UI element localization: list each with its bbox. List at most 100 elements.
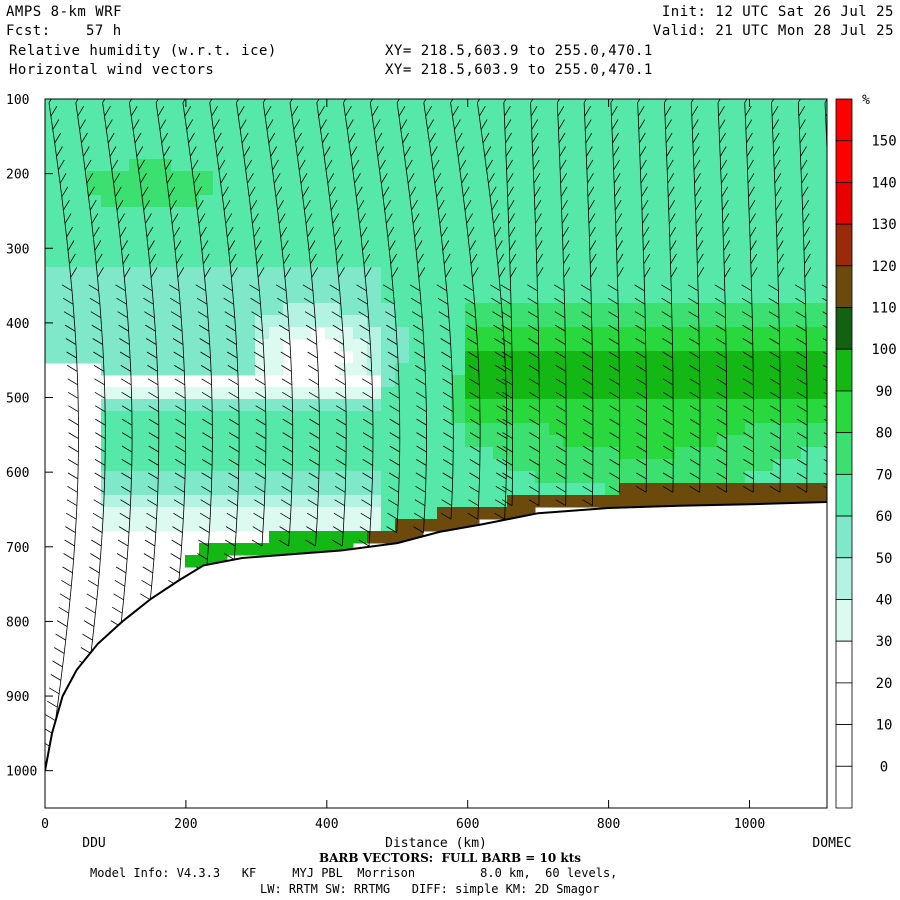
rh-cell (283, 447, 298, 460)
rh-cell (465, 123, 480, 136)
wind-barb-column (289, 99, 320, 547)
rh-cell (773, 291, 788, 304)
rh-cell (381, 159, 396, 172)
rh-cell (647, 423, 662, 436)
rh-cell (157, 243, 172, 256)
rh-cell (437, 423, 452, 436)
rh-cell (549, 183, 564, 196)
rh-cell (269, 423, 284, 436)
rh-cell (451, 387, 466, 400)
rh-cell (759, 483, 774, 496)
rh-cell (129, 519, 144, 532)
rh-cell (633, 495, 648, 508)
rh-cell (801, 111, 816, 124)
rh-cell (381, 315, 396, 328)
rh-cell (255, 123, 270, 136)
rh-cell (213, 471, 228, 484)
rh-cell (241, 519, 256, 532)
rh-cell (423, 399, 438, 412)
rh-cell (269, 399, 284, 412)
rh-cell (535, 159, 550, 172)
rh-cell (171, 471, 186, 484)
rh-cell (549, 135, 564, 148)
rh-cell (619, 195, 634, 208)
rh-cell (549, 327, 564, 340)
rh-cell (115, 231, 130, 244)
rh-cell (423, 279, 438, 292)
rh-cell (563, 495, 578, 508)
rh-cell (283, 543, 298, 556)
rh-cell (675, 183, 690, 196)
rh-cell (227, 447, 242, 460)
rh-cell (129, 471, 144, 484)
rh-cell (199, 123, 214, 136)
rh-cell (563, 387, 578, 400)
rh-cell (87, 195, 102, 208)
rh-cell (381, 375, 396, 388)
rh-cell (353, 111, 368, 124)
rh-cell (101, 291, 116, 304)
rh-cell (409, 519, 424, 532)
rh-cell (283, 147, 298, 160)
rh-cell (185, 195, 200, 208)
forecast-hour: 57 h (86, 23, 122, 39)
colorbar-label: 30 (876, 634, 893, 650)
rh-cell (731, 339, 746, 352)
wind-barb-column (129, 99, 160, 601)
rh-cell (241, 351, 256, 364)
rh-cell (535, 339, 550, 352)
rh-cell (311, 291, 326, 304)
rh-cell (115, 219, 130, 232)
rh-cell (703, 255, 718, 268)
rh-cell (647, 123, 662, 136)
rh-cell (297, 483, 312, 496)
rh-cell (129, 435, 144, 448)
rh-cell (423, 423, 438, 436)
rh-cell (479, 507, 494, 520)
rh-cell (549, 315, 564, 328)
rh-cell (199, 327, 214, 340)
rh-cell (297, 447, 312, 460)
rh-cell (143, 483, 158, 496)
rh-cell (381, 123, 396, 136)
rh-cell (675, 435, 690, 448)
rh-cell (535, 483, 550, 496)
rh-cell (479, 471, 494, 484)
rh-cell (101, 207, 116, 220)
rh-cell (143, 303, 158, 316)
rh-cell (143, 231, 158, 244)
rh-cell (787, 327, 802, 340)
colorbar-label: 100 (871, 342, 896, 358)
rh-cell (619, 483, 634, 496)
rh-cell (73, 291, 88, 304)
rh-cell (773, 111, 788, 124)
rh-cell (493, 207, 508, 220)
rh-cell (787, 423, 802, 436)
rh-cell (311, 507, 326, 520)
rh-cell (423, 123, 438, 136)
rh-cell (703, 171, 718, 184)
rh-cell (353, 507, 368, 520)
rh-cell (759, 159, 774, 172)
rh-cell (633, 411, 648, 424)
rh-cell (367, 183, 382, 196)
rh-cell (661, 159, 676, 172)
rh-cell (143, 159, 158, 172)
rh-cell (549, 435, 564, 448)
rh-cell (745, 231, 760, 244)
rh-cell (101, 183, 116, 196)
rh-cell (115, 351, 130, 364)
rh-cell (451, 195, 466, 208)
rh-cell (227, 255, 242, 268)
rh-cell (353, 207, 368, 220)
rh-cell (521, 459, 536, 472)
rh-cell (381, 351, 396, 364)
rh-cell (703, 483, 718, 496)
rh-cell (297, 519, 312, 532)
rh-cell (213, 459, 228, 472)
rh-cell (409, 147, 424, 160)
rh-cell (101, 99, 116, 112)
colorbar-label: 40 (876, 592, 893, 608)
rh-cell (199, 447, 214, 460)
rh-cell (87, 231, 102, 244)
